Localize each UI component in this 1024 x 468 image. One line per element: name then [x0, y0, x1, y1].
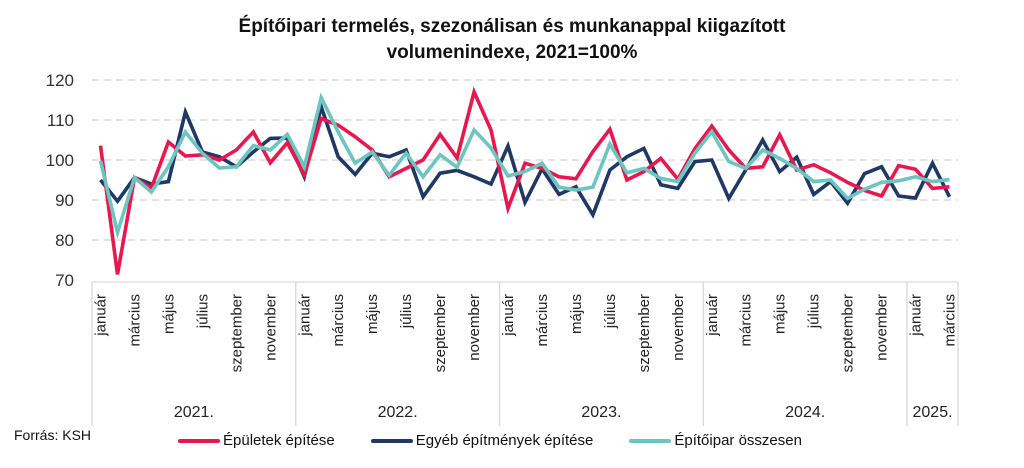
x-month-label: május: [772, 294, 789, 334]
x-month-label: március: [126, 294, 143, 347]
x-month-label: november: [262, 294, 279, 361]
x-month-label: május: [160, 294, 177, 334]
x-month-label: november: [466, 294, 483, 361]
legend-swatch-buildings: [178, 438, 220, 443]
x-month-label: július: [398, 294, 415, 329]
x-month-label: július: [194, 294, 211, 329]
x-year-label: 2025.: [913, 404, 953, 421]
x-month-label: július: [602, 294, 619, 329]
series-line-other-structures: [99, 100, 952, 219]
y-axis-tick-labels: 70 80 90 100 110 120: [46, 71, 74, 290]
series-line-buildings: [98, 86, 950, 275]
x-month-label: január: [92, 294, 109, 337]
x-month-label: január: [500, 294, 517, 337]
gridlines: [92, 79, 958, 241]
y-tick-label: 90: [55, 191, 74, 210]
x-axis: január március május július szeptember novemb…: [91, 281, 959, 426]
x-month-label: november: [670, 294, 687, 361]
x-month-label: március: [942, 294, 959, 347]
legend-swatch-other-structures: [370, 438, 413, 443]
x-month-label: január: [908, 294, 925, 337]
chart-title-line-2: volumenindexe, 2021=100%: [386, 42, 638, 63]
series-lines: [98, 86, 952, 275]
legend-item-construction-total: Építőipar összesen: [629, 432, 802, 449]
x-month-label: szeptember: [228, 294, 245, 372]
x-year-label: 2022.: [378, 404, 418, 421]
x-month-label: május: [364, 294, 381, 334]
chart-title: Építőipari termelés, szezonálisan és mun…: [0, 14, 1024, 66]
x-month-label: szeptember: [432, 294, 449, 372]
x-year-label: 2023.: [581, 404, 621, 421]
legend-item-other-structures: Egyéb építmények építése: [370, 432, 594, 449]
legend-label-other-structures: Egyéb építmények építése: [415, 432, 594, 449]
x-month-label: január: [704, 294, 721, 337]
legend: Épületek építése Egyéb építmények építés…: [178, 432, 838, 449]
x-month-label: szeptember: [636, 294, 653, 372]
y-tick-label: 80: [55, 231, 74, 250]
y-tick-label: 110: [47, 111, 74, 130]
chart-title-line-1: Építőipari termelés, szezonálisan és mun…: [238, 16, 786, 37]
legend-swatch-construction-total: [629, 438, 672, 443]
x-month-label: március: [738, 294, 755, 347]
y-tick-label: 120: [46, 71, 74, 90]
x-month-label: július: [806, 294, 823, 329]
y-tick-label: 100: [46, 151, 74, 170]
x-month-label: november: [874, 294, 891, 361]
series-line-construction-total: [98, 92, 950, 240]
x-year-label: 2021.: [174, 404, 214, 421]
x-month-label: május: [568, 294, 585, 334]
x-month-label: január: [296, 294, 313, 337]
legend-label-buildings: Épületek építése: [223, 432, 335, 449]
y-tick-label: 70: [55, 271, 74, 290]
legend-label-construction-total: Építőipar összesen: [674, 432, 802, 449]
x-year-label: 2024.: [785, 404, 825, 421]
x-month-label: március: [534, 294, 551, 347]
legend-item-buildings: Épületek építése: [178, 432, 335, 449]
x-month-label: szeptember: [840, 294, 857, 372]
x-month-label: március: [330, 294, 347, 347]
source-note: Forrás: KSH: [14, 427, 92, 443]
